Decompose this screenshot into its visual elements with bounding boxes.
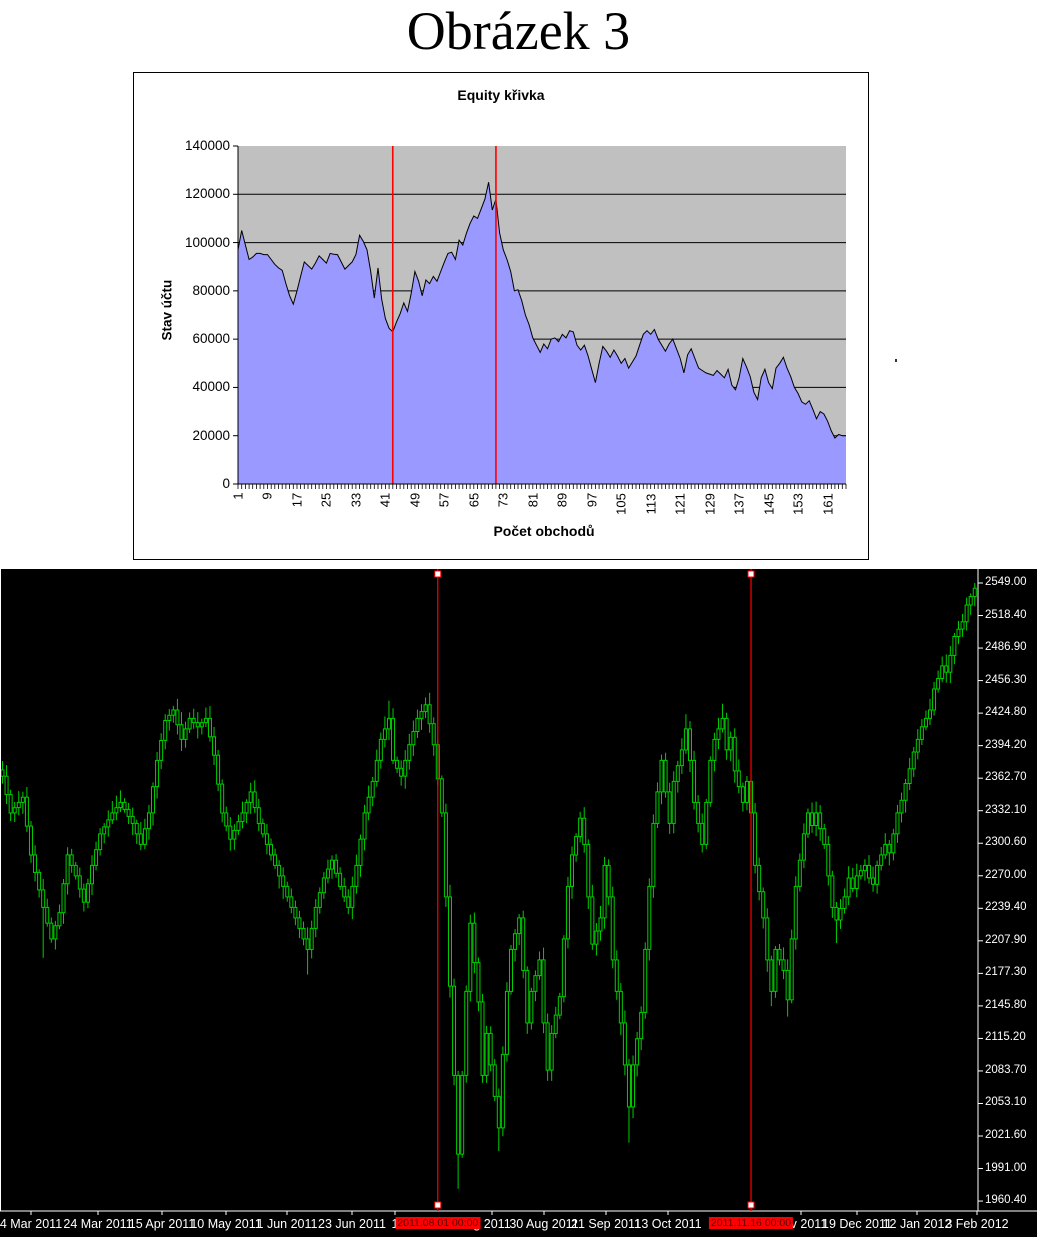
price-tick-label: 2486.90 (985, 641, 1027, 654)
equity-x-tick-label: 57 (436, 492, 452, 508)
date-tick-label: 13 Oct 2011 (634, 1217, 702, 1231)
price-tick-label: 2424.80 (985, 706, 1027, 719)
equity-area-plot (233, 145, 847, 489)
equity-x-tick-label: 65 (466, 492, 482, 508)
candlestick-canvas[interactable] (0, 569, 1037, 1237)
equity-x-tick-label: 17 (289, 492, 305, 508)
equity-y-tick-label: 60000 (192, 331, 230, 347)
price-tick-label: 2394.20 (985, 738, 1027, 751)
price-tick-label: 2239.40 (985, 901, 1027, 914)
price-chart-window[interactable]: 2549.00 2518.40 2486.90 2456.30 2424.80 2394.… (0, 569, 1037, 1237)
price-tick-label: 2549.00 (985, 576, 1027, 588)
equity-x-tick-label: 9 (259, 492, 275, 500)
equity-x-tick-label: 161 (820, 493, 836, 515)
date-tick-label: 30 Aug 2011 (509, 1217, 579, 1231)
dust-speck (895, 359, 897, 362)
price-tick-label: 2270.00 (985, 868, 1027, 881)
equity-x-axis-label: Počet obchodů (493, 523, 595, 539)
equity-x-tick-label: 105 (613, 493, 629, 515)
date-tick-label: 21 Sep 2011 (571, 1217, 641, 1231)
date-tick-label: 12 Jan 2012 (882, 1217, 952, 1231)
equity-x-tick-label: 121 (672, 493, 688, 515)
equity-x-tick-label: 113 (643, 493, 659, 515)
equity-chart-figure: Equity křivka Stav účtu Počet obchodů 14… (133, 72, 869, 560)
price-tick-label: 2053.10 (985, 1096, 1027, 1109)
equity-y-tick-label: 120000 (184, 186, 230, 202)
equity-x-tick-label: 145 (761, 493, 777, 515)
date-tick-label: 4 Mar 2011 (0, 1217, 63, 1231)
date-tick-label: 1 Jun 2011 (256, 1217, 318, 1231)
page-title: Obrázek 3 (406, 1, 631, 61)
equity-x-tick-label: 153 (790, 493, 806, 515)
equity-x-tick-label: 73 (495, 492, 511, 508)
equity-y-tick-label: 0 (222, 476, 230, 491)
price-tick-label: 1991.00 (985, 1161, 1027, 1174)
equity-x-tick-label: 49 (407, 492, 423, 508)
equity-x-tick-label: 25 (318, 492, 334, 508)
price-tick-label: 2115.20 (985, 1031, 1026, 1044)
event-line-handle[interactable] (747, 1201, 755, 1209)
equity-x-tick-label: 97 (584, 492, 600, 508)
date-tick-label: g 2011 (473, 1217, 511, 1231)
price-tick-label: 2021.60 (985, 1129, 1027, 1141)
event-date-label: 2011.11.16 00:00 (708, 1217, 794, 1229)
price-tick-label: 2332.10 (985, 803, 1027, 816)
date-tick-label: 15 Apr 2011 (128, 1217, 196, 1231)
date-tick-label: 3 Feb 2012 (945, 1217, 1009, 1231)
price-tick-label: 2300.60 (985, 836, 1027, 849)
equity-y-tick-label: 20000 (192, 427, 230, 443)
price-tick-label: 2456.30 (985, 673, 1027, 686)
price-tick-label: 2177.30 (985, 966, 1027, 979)
equity-x-tick-label: 41 (377, 492, 393, 508)
event-line-handle[interactable] (434, 570, 442, 578)
event-line-handle[interactable] (747, 570, 755, 578)
equity-x-tick-label: 89 (554, 492, 570, 508)
equity-x-tick-label: 129 (702, 493, 718, 515)
date-tick-label: 1 (392, 1217, 399, 1231)
price-tick-label: 2518.40 (985, 608, 1027, 621)
equity-x-tick-label: 81 (525, 492, 541, 508)
date-tick-label: 10 May 2011 (190, 1217, 262, 1231)
equity-y-tick-label: 40000 (192, 379, 230, 395)
price-tick-label: 1960.40 (985, 1194, 1027, 1207)
equity-y-tick-label: 140000 (184, 138, 230, 153)
price-tick-label: 2207.90 (985, 933, 1027, 946)
equity-x-tick-label: 1 (230, 492, 246, 500)
event-date-label: 2011.08.01 00:00 (395, 1217, 481, 1229)
date-tick-label: 23 Jun 2011 (318, 1217, 386, 1231)
date-tick-label: 24 Mar 2011 (63, 1217, 133, 1231)
equity-y-tick-label: 100000 (184, 234, 230, 250)
equity-x-tick-label: 137 (731, 493, 747, 515)
equity-chart-title: Equity křivka (457, 87, 545, 103)
equity-x-tick-label: 33 (348, 492, 364, 508)
event-line-handle[interactable] (434, 1201, 442, 1209)
date-tick-label: 19 Dec 2011 (822, 1217, 892, 1231)
equity-y-tick-label: 80000 (192, 282, 230, 298)
price-tick-label: 2145.80 (985, 998, 1027, 1011)
price-tick-label: 2362.70 (985, 771, 1027, 784)
price-tick-label: 2083.70 (985, 1063, 1027, 1076)
